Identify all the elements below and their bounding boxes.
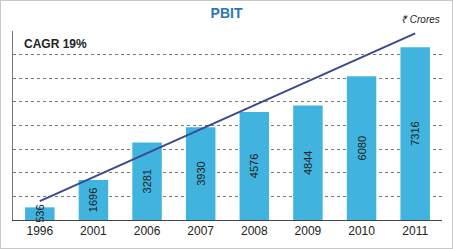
svg-text:2011: 2011 — [402, 224, 428, 238]
svg-text:3281: 3281 — [141, 169, 153, 193]
svg-text:2009: 2009 — [295, 224, 322, 238]
svg-text:1696: 1696 — [87, 188, 99, 212]
svg-text:PBIT: PBIT — [211, 5, 243, 21]
svg-text:4576: 4576 — [248, 154, 260, 178]
svg-text:3930: 3930 — [195, 161, 207, 185]
svg-text:1996: 1996 — [26, 224, 53, 238]
svg-text:536: 536 — [34, 204, 46, 222]
svg-text:7316: 7316 — [409, 121, 421, 145]
svg-text:2007: 2007 — [187, 224, 214, 238]
svg-text:₹ Crores: ₹ Crores — [401, 14, 440, 25]
svg-text:2008: 2008 — [241, 224, 268, 238]
svg-text:6080: 6080 — [356, 136, 368, 160]
svg-text:2001: 2001 — [80, 224, 107, 238]
svg-text:2010: 2010 — [348, 224, 375, 238]
svg-text:2006: 2006 — [134, 224, 161, 238]
svg-text:4844: 4844 — [302, 151, 314, 175]
svg-text:CAGR 19%: CAGR 19% — [24, 37, 87, 51]
